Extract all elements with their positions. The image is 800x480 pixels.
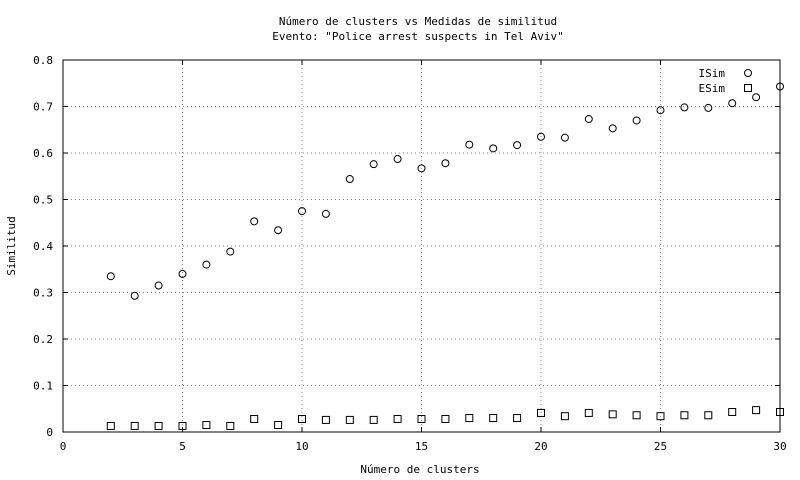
point-isim <box>345 175 354 184</box>
y-tick-label: 0.1 <box>33 380 53 393</box>
point-esim <box>417 414 426 423</box>
point-isim <box>417 164 426 173</box>
point-isim <box>321 209 330 218</box>
y-tick-label: 0.2 <box>33 333 53 346</box>
point-isim <box>537 132 545 141</box>
y-tick-label: 0.8 <box>33 54 53 67</box>
point-isim <box>656 106 665 115</box>
point-isim <box>178 269 187 278</box>
point-esim <box>728 408 737 417</box>
point-esim <box>537 408 545 417</box>
y-tick-label: 0.3 <box>33 287 53 300</box>
point-isim <box>465 140 474 149</box>
point-esim <box>106 421 115 430</box>
point-esim <box>321 415 330 424</box>
point-isim <box>489 144 498 153</box>
y-tick-label: 0.4 <box>33 240 53 253</box>
point-isim <box>154 281 163 290</box>
point-esim <box>465 414 474 423</box>
point-esim <box>226 421 235 430</box>
y-tick-label: 0.6 <box>33 147 53 160</box>
point-isim <box>632 116 641 125</box>
x-axis-label: Número de clusters <box>360 463 479 476</box>
point-esim <box>345 415 354 424</box>
y-tick-label: 0 <box>46 426 53 439</box>
legend: ISim ESim <box>699 67 752 95</box>
point-esim <box>560 412 569 421</box>
point-isim <box>560 133 569 142</box>
point-isim <box>752 93 761 102</box>
point-esim <box>178 421 187 430</box>
legend-label-isim: ISim <box>699 67 726 80</box>
point-isim <box>608 124 617 133</box>
chart-subtitle: Evento: "Police arrest suspects in Tel A… <box>272 30 563 43</box>
point-isim <box>106 272 115 281</box>
point-esim <box>584 408 593 417</box>
x-tick-label: 0 <box>60 440 67 453</box>
point-isim <box>274 226 283 235</box>
y-axis-label: Similitud <box>5 216 18 276</box>
point-esim <box>393 414 402 423</box>
legend-marker-esim <box>744 84 752 92</box>
axis-ticks <box>62 59 781 433</box>
point-isim <box>298 207 306 216</box>
point-esim <box>154 421 163 430</box>
x-tick-label: 25 <box>654 440 667 453</box>
point-esim <box>776 408 784 417</box>
point-isim <box>393 155 402 164</box>
point-esim <box>202 421 211 430</box>
point-esim <box>680 411 689 420</box>
point-isim <box>130 291 139 300</box>
point-esim <box>274 421 283 430</box>
point-esim <box>369 415 378 424</box>
x-tick-label: 20 <box>534 440 547 453</box>
point-esim <box>704 411 713 420</box>
point-esim <box>441 414 450 423</box>
y-tick-label: 0.5 <box>33 194 53 207</box>
point-esim <box>250 414 259 423</box>
point-isim <box>728 99 737 108</box>
point-esim <box>130 421 139 430</box>
x-tick-label: 15 <box>415 440 428 453</box>
point-esim <box>656 412 665 421</box>
x-tick-label: 10 <box>295 440 308 453</box>
point-esim <box>608 410 617 419</box>
point-isim <box>250 217 259 226</box>
point-isim <box>704 103 713 112</box>
point-isim <box>584 115 593 124</box>
grid-lines <box>63 60 780 432</box>
point-isim <box>776 82 784 91</box>
point-isim <box>226 247 235 256</box>
point-esim <box>513 414 522 423</box>
point-isim <box>369 160 378 169</box>
point-isim <box>441 159 450 168</box>
chart-title: Número de clusters vs Medidas de similit… <box>279 15 557 28</box>
y-tick-label: 0.7 <box>33 101 53 114</box>
legend-label-esim: ESim <box>699 82 726 95</box>
x-tick-label: 30 <box>773 440 786 453</box>
point-isim <box>680 103 689 112</box>
point-esim <box>752 406 761 415</box>
point-esim <box>298 414 306 423</box>
point-isim <box>202 260 211 269</box>
point-esim <box>632 411 641 420</box>
x-tick-label: 5 <box>179 440 186 453</box>
legend-marker-isim <box>744 69 752 77</box>
point-esim <box>489 414 498 423</box>
data-points <box>106 82 784 430</box>
point-isim <box>513 141 522 150</box>
axis-tick-labels: 0 5 10 15 20 25 30 0 0.1 0.2 0.3 0.4 0.5 0.6 0.7 0.8 <box>33 54 787 453</box>
